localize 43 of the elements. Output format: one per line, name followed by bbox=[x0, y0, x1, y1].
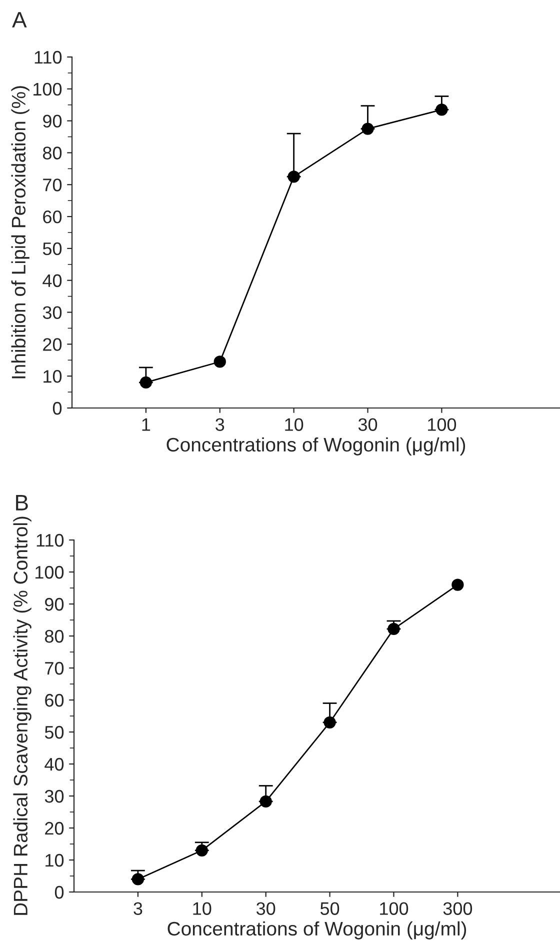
x-tick-label: 3 bbox=[134, 902, 142, 915]
y-axis-title: DPPH Radical Scavenging Activity (% Control) bbox=[13, 516, 32, 915]
y-tick-label: 70 bbox=[43, 178, 62, 192]
y-tick-label: 40 bbox=[42, 274, 62, 288]
x-tick-label: 300 bbox=[443, 902, 472, 915]
y-tick-label: 30 bbox=[42, 306, 62, 319]
x-tick-label: 10 bbox=[285, 418, 304, 431]
y-tick-label: 10 bbox=[46, 854, 64, 867]
y-tick-label: 30 bbox=[44, 790, 64, 803]
y-tick-label: 100 bbox=[36, 566, 64, 579]
x-tick-label: 30 bbox=[256, 902, 276, 915]
y-tick-label: 0 bbox=[54, 886, 64, 899]
text: B bbox=[16, 495, 28, 510]
x-tick-label: 3 bbox=[216, 418, 224, 431]
x-tick-label: 100 bbox=[380, 902, 408, 915]
x-axis-title: Concentrations of Wogonin (μg/ml) bbox=[168, 921, 466, 940]
y-axis-title: Inhibition of Lipid Peroxidation (%) bbox=[11, 86, 30, 378]
y-tick-label: 70 bbox=[45, 662, 64, 675]
y-tick-label: 20 bbox=[45, 822, 64, 835]
y-tick-label: 60 bbox=[45, 694, 64, 707]
point bbox=[214, 356, 226, 368]
y-tick-label: 50 bbox=[44, 726, 64, 739]
x-tick-label: 100 bbox=[428, 418, 456, 431]
point bbox=[452, 578, 464, 591]
y-tick-label: 50 bbox=[42, 242, 62, 256]
y-tick-label: 110 bbox=[34, 50, 62, 64]
x-axis-title: Concentrations of Wogonin (μg/ml) bbox=[166, 437, 466, 456]
y-tick-label: 80 bbox=[44, 630, 64, 643]
text: A bbox=[12, 12, 27, 28]
y-tick-label: 20 bbox=[43, 338, 62, 351]
y-tick-label: 80 bbox=[42, 146, 62, 160]
x-tick-label: 10 bbox=[193, 902, 212, 915]
y-tick-label: 0 bbox=[52, 402, 62, 415]
y-tick-label: 60 bbox=[43, 210, 62, 224]
x-tick-label: 1 bbox=[142, 418, 150, 431]
y-tick-label: 10 bbox=[44, 370, 62, 383]
y-tick-label: 110 bbox=[36, 534, 64, 547]
x-tick-label: 30 bbox=[358, 418, 378, 431]
y-tick-label: 100 bbox=[34, 82, 62, 96]
x-tick-label: 50 bbox=[320, 902, 340, 915]
y-tick-label: 90 bbox=[43, 114, 62, 128]
y-tick-label: 40 bbox=[44, 758, 64, 771]
y-tick-label: 90 bbox=[45, 598, 64, 611]
